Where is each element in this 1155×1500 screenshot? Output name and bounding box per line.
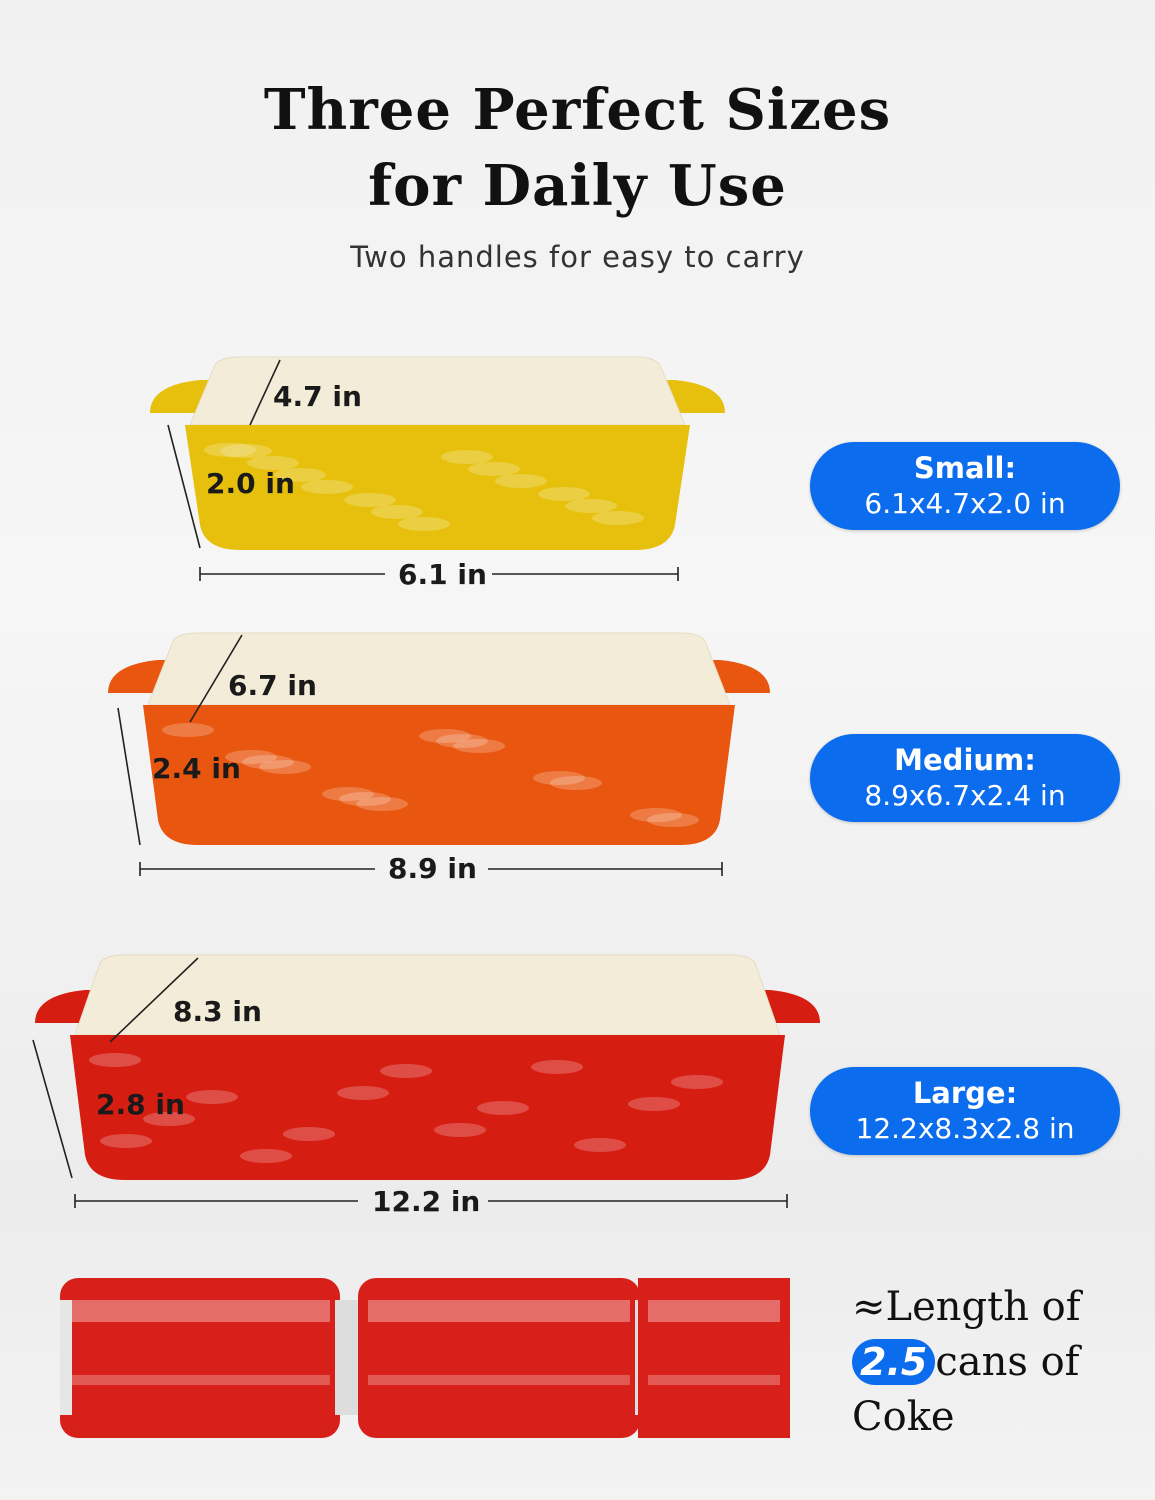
coke-can bbox=[60, 1278, 340, 1438]
dish-body bbox=[143, 705, 735, 845]
dish-texture bbox=[538, 487, 590, 501]
dish-texture bbox=[339, 792, 391, 806]
large-depth-label: 8.3 in bbox=[173, 995, 262, 1028]
dish-texture bbox=[628, 1097, 680, 1111]
dish-texture bbox=[468, 462, 520, 476]
badge-name: Large: bbox=[912, 1076, 1018, 1110]
dish-texture bbox=[647, 813, 699, 827]
coke-can bbox=[358, 1278, 640, 1438]
can-highlight bbox=[648, 1300, 780, 1322]
medium-depth-label: 6.7 in bbox=[228, 669, 317, 702]
dish-body bbox=[185, 425, 690, 550]
dish-texture bbox=[259, 760, 311, 774]
dish-interior bbox=[189, 356, 686, 426]
medium-width-label: 8.9 in bbox=[388, 852, 477, 885]
dish-texture bbox=[274, 468, 326, 482]
small-size-badge: Small: 6.1x4.7x2.0 in bbox=[810, 442, 1120, 530]
height-dimension-line bbox=[167, 424, 201, 549]
dish-texture bbox=[419, 729, 471, 743]
badge-name: Small: bbox=[913, 451, 1017, 485]
dish-texture bbox=[533, 771, 585, 785]
can-highlight bbox=[368, 1300, 630, 1322]
badge-size: 8.9x6.7x2.4 in bbox=[864, 779, 1066, 812]
height-dimension-line bbox=[117, 707, 141, 846]
dish-texture bbox=[186, 1090, 238, 1104]
title-line-1: Three Perfect Sizes bbox=[263, 77, 892, 143]
can-highlight bbox=[70, 1375, 330, 1385]
dish-texture bbox=[398, 517, 450, 531]
can-count-highlight: 2.5 bbox=[852, 1339, 936, 1385]
dish-texture bbox=[344, 493, 396, 507]
height-dimension-line bbox=[32, 1039, 73, 1179]
dish-texture bbox=[89, 1053, 141, 1067]
dish-texture bbox=[247, 456, 299, 470]
large-width-label: 12.2 in bbox=[372, 1185, 481, 1218]
dish-interior bbox=[74, 954, 781, 1036]
dish-texture bbox=[322, 787, 374, 801]
coke-comparison-text: ≈Length of 2.5 cans of Coke bbox=[852, 1280, 1081, 1445]
dish-body bbox=[70, 1035, 785, 1180]
dish-texture bbox=[630, 808, 682, 822]
badge-size: 12.2x8.3x2.8 in bbox=[855, 1112, 1075, 1145]
depth-dimension-line bbox=[249, 359, 281, 426]
depth-dimension-line bbox=[109, 957, 199, 1043]
badge-size: 6.1x4.7x2.0 in bbox=[864, 487, 1066, 520]
subtitle: Two handles for easy to carry bbox=[350, 240, 805, 274]
dish-texture bbox=[143, 1112, 195, 1126]
dish-texture bbox=[225, 750, 277, 764]
comparison-line-2: cans of bbox=[935, 1339, 1080, 1385]
dish-interior bbox=[147, 632, 731, 706]
depth-dimension-line bbox=[189, 634, 243, 723]
can-highlight bbox=[70, 1300, 330, 1322]
title-line-2: for Daily Use bbox=[368, 153, 787, 219]
badge-name: Medium: bbox=[894, 743, 1036, 777]
dish-texture bbox=[371, 505, 423, 519]
page-title: Three Perfect Sizes for Daily Use bbox=[0, 72, 1155, 224]
dish-texture bbox=[436, 734, 488, 748]
dish-texture bbox=[100, 1134, 152, 1148]
dish-texture bbox=[204, 443, 256, 457]
can-highlight bbox=[368, 1375, 630, 1385]
dish-texture bbox=[477, 1101, 529, 1115]
comparison-line-3: Coke bbox=[852, 1394, 955, 1440]
large-size-badge: Large: 12.2x8.3x2.8 in bbox=[810, 1067, 1120, 1155]
dish-texture bbox=[380, 1064, 432, 1078]
small-depth-label: 4.7 in bbox=[273, 380, 362, 413]
dish-texture bbox=[434, 1123, 486, 1137]
dish-texture bbox=[337, 1086, 389, 1100]
dish-texture bbox=[441, 450, 493, 464]
dish-texture bbox=[592, 511, 644, 525]
medium-height-label: 2.4 in bbox=[152, 752, 241, 785]
dish-texture bbox=[550, 776, 602, 790]
dish-texture bbox=[574, 1138, 626, 1152]
small-width-label: 6.1 in bbox=[398, 558, 487, 591]
dish-texture bbox=[565, 499, 617, 513]
dish-texture bbox=[220, 444, 272, 458]
dish-texture bbox=[162, 723, 214, 737]
coke-can bbox=[638, 1278, 790, 1438]
dish-texture bbox=[283, 1127, 335, 1141]
dish-texture bbox=[531, 1060, 583, 1074]
can-bottom bbox=[60, 1300, 72, 1415]
large-height-label: 2.8 in bbox=[96, 1088, 185, 1121]
dish-texture bbox=[495, 474, 547, 488]
dish-texture bbox=[240, 1149, 292, 1163]
medium-size-badge: Medium: 8.9x6.7x2.4 in bbox=[810, 734, 1120, 822]
dish-texture bbox=[671, 1075, 723, 1089]
comparison-line-1: ≈Length of bbox=[852, 1284, 1081, 1330]
dish-texture bbox=[301, 480, 353, 494]
dish-texture bbox=[242, 755, 294, 769]
dish-texture bbox=[453, 739, 505, 753]
can-highlight bbox=[648, 1375, 780, 1385]
small-height-label: 2.0 in bbox=[206, 467, 295, 500]
dish-texture bbox=[356, 797, 408, 811]
